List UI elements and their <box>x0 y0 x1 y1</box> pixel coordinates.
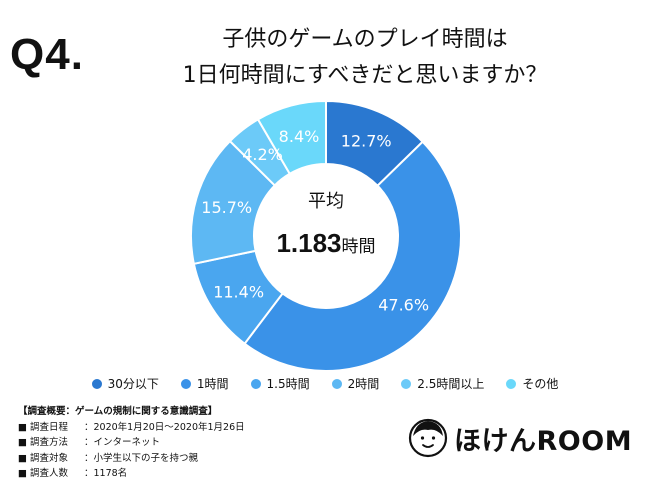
slice-value-label: 47.6% <box>378 295 429 314</box>
survey-row: ■ 調査方法 ：インターネット <box>18 435 245 451</box>
legend-swatch <box>91 378 102 389</box>
survey-overview: 【調査概要：ゲームの規制に関する意識調査】 ■ 調査日程 ：2020年1月20日～2… <box>18 404 245 482</box>
brand-name: ほけんROOM <box>454 425 633 457</box>
legend-item: 1.5時間 <box>250 375 310 392</box>
survey-row: ■ 調査人数 ：1178名 <box>18 466 245 482</box>
legend-item: 2時間 <box>331 375 380 392</box>
chart-title-line-2: 1日何時間にすべきだと思いますか？ <box>182 63 548 88</box>
survey-row-key: 調査方法 <box>30 437 69 448</box>
slice-value-label: 8.4% <box>279 127 320 146</box>
donut-slices <box>190 99 462 372</box>
brand-logo: ほけんROOM <box>408 418 632 458</box>
slice-value-label: 12.7% <box>341 132 392 151</box>
person-face-icon <box>408 418 448 458</box>
slice-value-label: 4.2% <box>242 145 283 164</box>
legend-item: 2.5時間以上 <box>401 375 484 392</box>
survey-row-value: ：小学生以下の子を持つ親 <box>84 452 199 464</box>
survey-rows: ■ 調査日程 ：2020年1月20日～2020年1月26日 ■ 調査方法 ：インターネット… <box>18 420 245 482</box>
survey-row-key: 調査人数 <box>30 468 69 479</box>
slice-value-label: 15.7% <box>201 198 252 217</box>
center-label: 平均 <box>308 191 344 212</box>
survey-row: ■ 調査日程 ：2020年1月20日～2020年1月26日 <box>18 420 245 436</box>
legend-label: その他 <box>522 377 559 391</box>
legend-item: その他 <box>506 375 558 392</box>
survey-row-bullet: ■ <box>18 452 27 464</box>
survey-row-bullet: ■ <box>18 437 27 448</box>
survey-row-key: 調査対象 <box>30 452 69 464</box>
legend-item: 1時間 <box>180 375 229 392</box>
survey-row-bullet: ■ <box>18 421 27 433</box>
center-unit: 時間 <box>342 237 376 257</box>
legend-label: 1.5時間 <box>266 377 310 391</box>
donut-slice <box>243 140 462 372</box>
survey-title: 【調査概要：ゲームの規制に関する意識調査】 <box>18 406 218 417</box>
survey-row-key: 調査日程 <box>30 421 69 433</box>
donut-slice-labels: 12.7% 47.6% 11.4% 15.7% 4.2%8.4% <box>201 127 429 314</box>
legend-swatch <box>506 378 517 389</box>
legend-label: 1時間 <box>196 377 229 391</box>
survey-row-value: ：1178名 <box>84 468 128 479</box>
legend-item: 30分以下 <box>91 375 159 392</box>
center-value: 1.183 <box>276 228 341 258</box>
legend-label: 2.5時間以上 <box>417 377 485 391</box>
legend-swatch <box>180 378 191 389</box>
survey-row-bullet: ■ <box>18 468 27 479</box>
legend-label: 30分以下 <box>107 377 159 391</box>
survey-row-value: ：2020年1月20日～2020年1月26日 <box>84 421 245 433</box>
question-number: Q4. <box>10 30 84 79</box>
legend-swatch <box>401 378 412 389</box>
survey-row: ■ 調査対象 ：小学生以下の子を持つ親 <box>18 451 245 467</box>
slice-value-label: 11.4% <box>213 282 264 301</box>
legend-swatch <box>250 378 261 389</box>
donut-slice <box>256 99 327 176</box>
center-average: 1.183時間 <box>276 228 375 258</box>
chart-title-line-1: 子供のゲームのプレイ時間は <box>222 27 508 52</box>
chart-title: 子供のゲームのプレイ時間は 1日何時間にすべきだと思いますか？ <box>140 22 590 94</box>
survey-row-value: ：インターネット <box>84 437 161 448</box>
chart-legend: 30分以下 1時間 1.5時間 2時間 2.5時間以上 その他 <box>0 375 650 392</box>
legend-label: 2時間 <box>347 377 380 391</box>
legend-swatch <box>331 378 342 389</box>
